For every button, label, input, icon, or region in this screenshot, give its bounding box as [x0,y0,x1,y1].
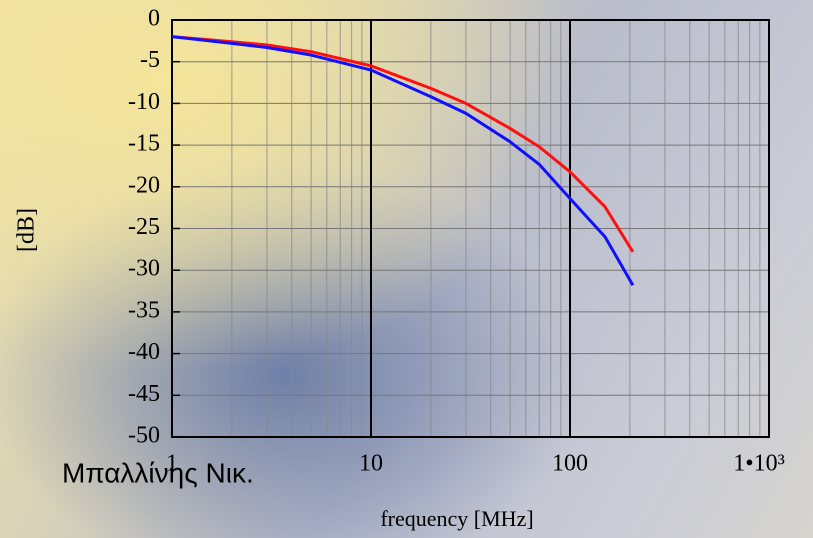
y-tick-label: -40 [128,339,160,365]
y-tick-label: -35 [128,297,160,323]
y-tick-label: -10 [128,89,160,115]
x-tick-label: 1 [166,451,178,477]
y-tick-label: -25 [128,214,160,240]
y-tick-label: -30 [128,256,160,282]
series-line [171,35,635,286]
x-tick-label: 1•10³ [733,451,785,477]
y-tick-label: -20 [128,172,160,198]
y-tick-label: -5 [140,47,160,73]
y-tick-label: -50 [128,423,160,449]
y-tick-label: -15 [128,131,160,157]
y-tick-label: -45 [128,381,160,407]
y-tick-label: 0 [148,6,160,32]
author-annotation: Μπαλλίνης Νικ. [62,457,254,488]
x-axis-label: frequency [MHz] [380,506,533,531]
x-tick-label: 100 [552,451,588,477]
series-line [171,35,635,253]
x-tick-label: 10 [359,451,383,477]
y-axis-label: [dB] [14,208,40,252]
plot-frame [171,19,770,438]
